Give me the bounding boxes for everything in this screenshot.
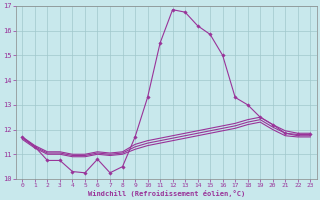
X-axis label: Windchill (Refroidissement éolien,°C): Windchill (Refroidissement éolien,°C) <box>88 190 245 197</box>
